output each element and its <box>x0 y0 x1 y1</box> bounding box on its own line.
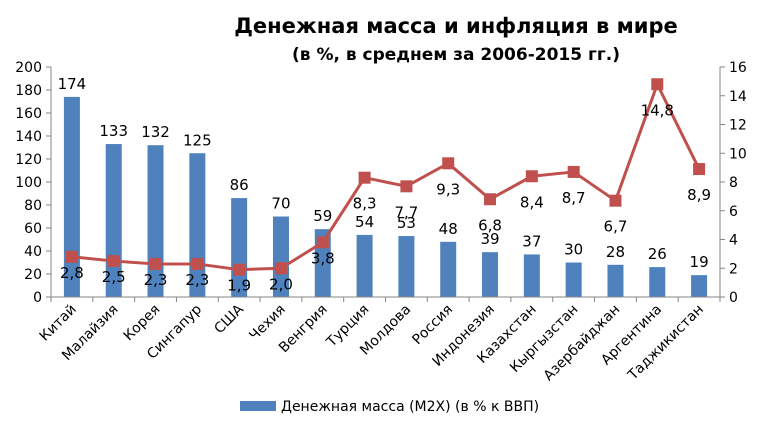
inflation-marker-8 <box>358 171 371 184</box>
left-axis-tick-label: 60 <box>24 221 42 237</box>
bar-12 <box>523 254 540 297</box>
left-axis-tick-label: 0 <box>33 290 42 306</box>
right-axis-tick-label: 16 <box>729 60 747 76</box>
right-axis: 0 2 4 6 8 10 12 14 16 <box>719 60 747 306</box>
bar-value-label: 70 <box>271 195 290 213</box>
left-axis-tick-label: 180 <box>15 83 42 99</box>
bar-value-label: 125 <box>183 131 212 149</box>
right-axis-tick-label: 2 <box>729 261 738 277</box>
bar-value-label: 53 <box>397 214 416 232</box>
line-data-labels: 2,8 2,5 2,3 2,3 1,9 2,0 3,8 8,3 7,7 9,3 6,8 8,4 8,7 6… <box>60 101 711 294</box>
line-value-label: 3,8 <box>311 249 335 267</box>
right-axis-tick-label: 6 <box>729 204 738 220</box>
line-value-label: 14,8 <box>641 101 674 119</box>
left-axis-tick-label: 80 <box>24 198 42 214</box>
right-axis-tick-label: 10 <box>729 146 747 162</box>
bar-value-label: 26 <box>648 245 667 263</box>
inflation-marker-12 <box>525 170 538 183</box>
bar-13 <box>565 262 582 297</box>
inflation-marker-13 <box>567 165 580 178</box>
left-axis-tick-label: 160 <box>15 106 42 122</box>
line-value-label: 6,8 <box>478 216 502 234</box>
chart-title: Денежная масса и инфляция в мире <box>234 14 678 38</box>
inflation-line-series <box>65 78 706 276</box>
line-value-label: 2,8 <box>60 264 84 282</box>
inflation-marker-2 <box>107 255 120 268</box>
bar-9 <box>398 236 415 297</box>
line-value-label: 2,3 <box>185 271 209 289</box>
x-axis-category-label: Азербайджан <box>541 302 624 385</box>
inflation-marker-16 <box>693 163 706 176</box>
bar-6 <box>272 216 289 297</box>
bar-value-label: 54 <box>355 213 374 231</box>
left-axis-tick-label: 40 <box>24 244 42 260</box>
inflation-marker-5 <box>233 263 246 276</box>
bar-value-label: 133 <box>99 122 128 140</box>
bar-value-label: 37 <box>522 232 541 250</box>
bar-value-label: 132 <box>141 123 170 141</box>
bar-value-label: 48 <box>439 220 458 238</box>
line-value-label: 9,3 <box>436 180 460 198</box>
line-value-label: 1,9 <box>227 277 251 295</box>
legend-label: Денежная масса (M2X) (в % к ВВП) <box>281 399 539 415</box>
left-axis: 0 20 40 60 80 100 120 140 160 180 200 <box>15 60 52 306</box>
x-axis-category-label: Таджикистан <box>624 302 706 384</box>
right-axis-tick-label: 4 <box>729 233 738 249</box>
line-value-label: 7,7 <box>394 203 418 221</box>
inflation-marker-6 <box>274 262 287 275</box>
left-axis-tick-label: 120 <box>15 152 42 168</box>
line-value-label: 2,5 <box>102 268 126 286</box>
left-axis-tick-label: 20 <box>24 267 42 283</box>
line-value-label: 8,4 <box>520 193 544 211</box>
bar-10 <box>440 241 457 297</box>
bar-15 <box>649 267 666 297</box>
inflation-marker-1 <box>65 250 78 263</box>
inflation-line <box>71 82 701 272</box>
inflation-marker-10 <box>442 157 455 170</box>
inflation-marker-11 <box>484 193 497 206</box>
inflation-marker-15 <box>651 78 664 91</box>
right-axis-tick-label: 8 <box>729 175 738 191</box>
bar-value-label: 28 <box>606 243 625 261</box>
bar-value-label: 30 <box>564 241 583 259</box>
right-axis-tick-label: 14 <box>729 89 747 105</box>
bar-value-label: 59 <box>313 207 332 225</box>
line-value-label: 2,0 <box>269 275 293 293</box>
bar-value-label: 174 <box>58 75 87 93</box>
chart-subtitle: (в %, в среднем за 2006-2015 гг.) <box>292 45 620 65</box>
bar-14 <box>607 264 624 297</box>
legend-swatch <box>240 401 276 411</box>
inflation-marker-14 <box>609 194 622 207</box>
left-axis-tick-label: 100 <box>15 175 42 191</box>
bar-data-labels: 174 133 132 125 86 70 59 54 53 48 39 37 30 28 26 19 <box>58 75 709 271</box>
line-value-label: 8,7 <box>562 189 586 207</box>
bar-value-label: 86 <box>230 176 249 194</box>
right-axis-tick-label: 12 <box>729 118 747 134</box>
line-value-label: 8,3 <box>353 195 377 213</box>
inflation-marker-3 <box>149 257 162 270</box>
legend: Денежная масса (M2X) (в % к ВВП) <box>240 399 539 415</box>
inflation-marker-7 <box>316 236 329 249</box>
right-axis-tick-label: 0 <box>729 290 738 306</box>
bar-8 <box>356 234 373 297</box>
bar-16 <box>691 275 708 297</box>
inflation-marker-4 <box>191 257 204 270</box>
x-axis-category-label: США <box>211 301 247 337</box>
line-value-label: 6,7 <box>604 218 628 236</box>
inflation-marker-9 <box>400 180 413 193</box>
bar-value-label: 19 <box>690 253 709 271</box>
left-axis-tick-label: 200 <box>15 60 42 76</box>
left-axis-tick-label: 140 <box>15 129 42 145</box>
bar-11 <box>482 252 499 297</box>
bar-1 <box>63 96 80 298</box>
bar-value-label: 39 <box>480 230 499 248</box>
line-value-label: 2,3 <box>144 271 168 289</box>
line-value-label: 8,9 <box>687 186 711 204</box>
